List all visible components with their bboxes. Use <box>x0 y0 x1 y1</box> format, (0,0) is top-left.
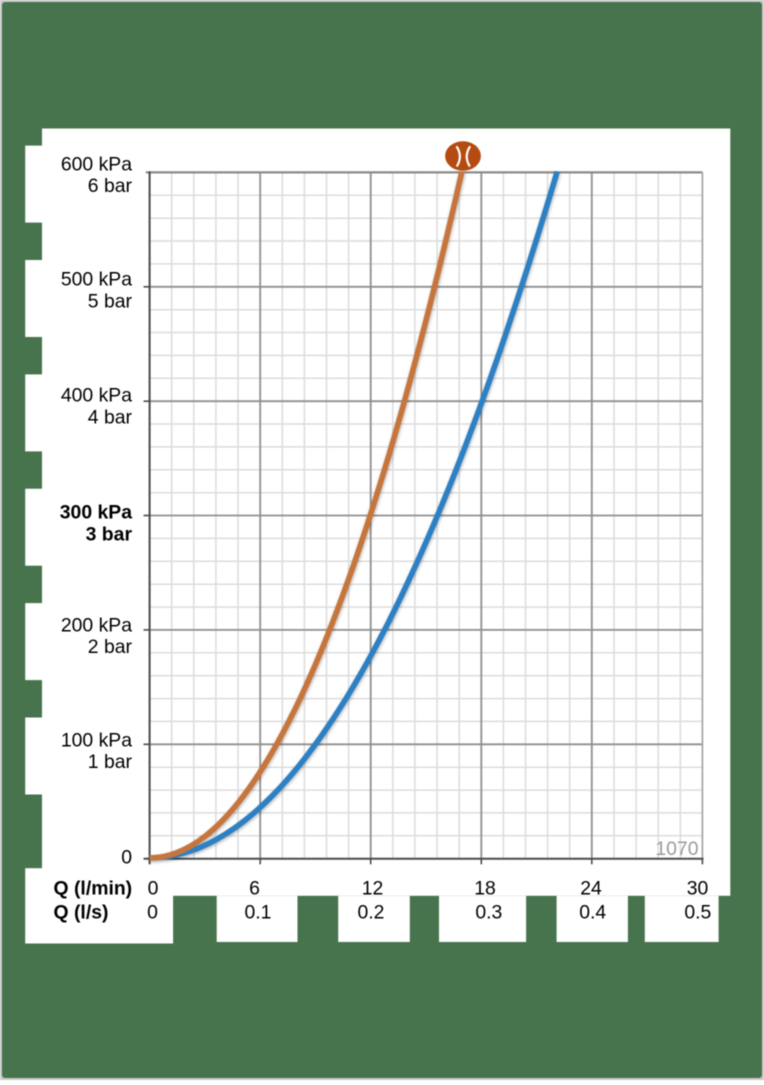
svg-text:0: 0 <box>147 901 158 923</box>
svg-text:6 bar: 6 bar <box>88 175 133 197</box>
svg-text:2 bar: 2 bar <box>88 636 133 658</box>
svg-text:1 bar: 1 bar <box>88 751 133 773</box>
svg-text:1070: 1070 <box>655 838 698 860</box>
svg-text:0.1: 0.1 <box>245 901 272 923</box>
svg-text:500 kPa: 500 kPa <box>61 269 132 291</box>
svg-text:200 kPa: 200 kPa <box>61 615 132 637</box>
svg-text:5 bar: 5 bar <box>88 291 133 313</box>
svg-text:Q (l/s): Q (l/s) <box>54 901 109 923</box>
svg-text:30: 30 <box>687 877 709 899</box>
svg-text:0.2: 0.2 <box>358 901 385 923</box>
svg-text:18: 18 <box>474 877 496 899</box>
svg-text:0.3: 0.3 <box>475 901 502 923</box>
svg-text:400 kPa: 400 kPa <box>61 385 132 407</box>
svg-text:0: 0 <box>121 847 132 869</box>
svg-text:0.5: 0.5 <box>684 901 711 923</box>
svg-text:6: 6 <box>249 877 260 899</box>
svg-text:100 kPa: 100 kPa <box>61 730 132 752</box>
svg-text:12: 12 <box>362 877 384 899</box>
svg-text:0.4: 0.4 <box>579 901 606 923</box>
svg-text:Q (l/min): Q (l/min) <box>54 877 133 899</box>
svg-text:300 kPa: 300 kPa <box>60 501 132 523</box>
svg-text:3 bar: 3 bar <box>86 523 133 545</box>
svg-text:600 kPa: 600 kPa <box>61 153 132 175</box>
svg-text:0: 0 <box>148 877 159 899</box>
svg-text:4 bar: 4 bar <box>88 406 133 428</box>
svg-text:24: 24 <box>580 877 602 899</box>
